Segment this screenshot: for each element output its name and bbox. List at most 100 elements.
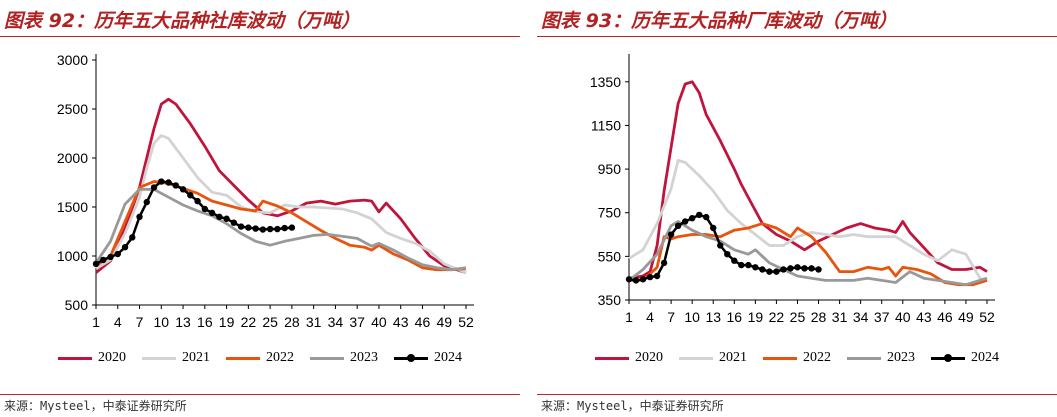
x-tick-label: 19 <box>219 314 235 330</box>
social-inventory-chart: 500 1000 1500 2000 2500 3000 1 4 7 10 13 16 19 22 25 28… <box>57 52 474 330</box>
data-point-2024 <box>107 253 114 261</box>
title-rule <box>537 36 1057 37</box>
legend-swatch <box>142 356 176 360</box>
x-tick-label: 13 <box>175 314 191 330</box>
source-rule <box>0 394 520 395</box>
data-point-2024 <box>745 261 752 269</box>
legend-item-2024: 2024 <box>931 350 999 366</box>
y-tick-label: 2500 <box>57 101 88 117</box>
data-point-2024 <box>773 268 780 275</box>
data-point-2024 <box>780 266 787 273</box>
x-tick-label: 10 <box>154 314 170 330</box>
y-tick-label: 550 <box>598 248 622 264</box>
data-point-2024 <box>639 276 647 283</box>
x-tick-label: 46 <box>415 314 431 330</box>
y-tick-label: 950 <box>598 161 622 177</box>
x-tick-label: 22 <box>769 309 785 325</box>
data-point-2024 <box>703 213 710 221</box>
data-point-2024 <box>695 211 703 219</box>
legend-item-2021: 2021 <box>679 350 747 366</box>
x-tick-label: 10 <box>684 309 700 325</box>
legend-item-2020: 2020 <box>595 350 663 366</box>
legend-label: 2023 <box>350 350 378 365</box>
x-tick-label: 49 <box>958 309 974 325</box>
right-panel: 图表 93：历年五大品种厂库波动（万吨） 350 550 750 950 1150 135… <box>537 0 1057 417</box>
legend-swatch <box>310 356 344 360</box>
factory-inventory-chart: 350 550 750 950 1150 1350 1 4 7 10 13 16 19 22 25 28 31 3… <box>590 54 995 325</box>
data-point-2024 <box>632 277 640 284</box>
data-point-2024 <box>815 266 822 273</box>
data-point-2024 <box>794 264 801 271</box>
series-line-2024 <box>95 180 292 265</box>
data-point-2024 <box>216 213 223 220</box>
x-tick-label: 7 <box>136 314 144 330</box>
x-tick-label: 28 <box>811 309 827 325</box>
x-tick-label: 25 <box>262 314 278 330</box>
x-tick-label: 37 <box>349 314 365 330</box>
legend-label: 2022 <box>803 350 831 365</box>
series-line-2020 <box>95 97 467 275</box>
data-point-2024 <box>230 219 238 226</box>
data-point-2024 <box>136 213 143 220</box>
data-point-2024 <box>143 198 150 206</box>
legend-swatch <box>763 356 797 360</box>
x-tick-label: 28 <box>284 314 300 330</box>
data-point-2024 <box>646 273 654 281</box>
legend-item-2020: 2020 <box>58 350 126 366</box>
left-panel: 图表 92：历年五大品种社库波动（万吨） 500 1000 1500 2000 2500… <box>0 0 520 417</box>
x-tick-label: 4 <box>646 309 654 325</box>
series-line-2021 <box>95 134 467 274</box>
legend-marker <box>944 353 952 362</box>
chart-title: 图表 93：历年五大品种厂库波动（万吨） <box>541 10 898 32</box>
data-point-2024 <box>660 259 668 267</box>
data-point-2024 <box>724 250 731 258</box>
x-tick-label: 49 <box>436 314 452 330</box>
data-point-2024 <box>710 224 717 232</box>
data-point-2024 <box>731 257 738 264</box>
data-point-2024 <box>100 256 107 264</box>
data-point-2024 <box>150 184 158 191</box>
legend-marker <box>407 353 415 362</box>
data-point-2024 <box>288 224 296 231</box>
x-tick-label: 37 <box>874 309 890 325</box>
data-point-2024 <box>252 225 259 232</box>
data-point-2024 <box>688 214 696 222</box>
x-tick-label: 1 <box>92 314 100 330</box>
series-line-2022 <box>629 222 988 287</box>
data-point-2024 <box>808 265 815 272</box>
y-tick-label: 1150 <box>591 117 621 133</box>
data-point-2024 <box>194 197 201 205</box>
y-tick-label: 750 <box>598 205 622 221</box>
y-tick-label: 1000 <box>57 248 88 264</box>
source-note: 来源：Mysteel，中泰证券研究所 <box>4 399 187 413</box>
x-tick-label: 4 <box>114 314 122 330</box>
y-tick-label: 500 <box>65 297 89 313</box>
x-tick-label: 34 <box>853 309 869 325</box>
x-tick-label: 52 <box>979 309 995 325</box>
data-point-2024 <box>717 242 724 249</box>
legend-label: 2021 <box>719 350 747 365</box>
title-rule <box>0 36 520 37</box>
x-tick-label: 31 <box>832 309 848 325</box>
chart-legend: 2020 2021 2022 2023 2024 <box>58 350 478 366</box>
y-tick-label: 2000 <box>57 150 88 166</box>
data-point-2024 <box>738 261 745 269</box>
y-tick-label: 3000 <box>57 52 88 68</box>
data-point-2024 <box>129 234 136 241</box>
series-line-2024 <box>628 213 819 282</box>
data-point-2024 <box>274 225 281 233</box>
data-point-2024 <box>674 222 682 230</box>
data-point-2024 <box>237 223 245 230</box>
legend-item-2022: 2022 <box>763 350 831 366</box>
x-tick-label: 13 <box>705 309 721 325</box>
legend-swatch <box>931 353 965 362</box>
data-point-2024 <box>266 225 274 233</box>
x-tick-label: 46 <box>937 309 953 325</box>
data-point-2024 <box>801 265 808 272</box>
legend-label: 2022 <box>266 350 294 365</box>
x-tick-label: 7 <box>667 309 675 325</box>
series-line-2021 <box>628 159 988 282</box>
x-tick-label: 40 <box>895 309 911 325</box>
legend-item-2023: 2023 <box>310 350 378 366</box>
legend-swatch <box>847 356 881 360</box>
